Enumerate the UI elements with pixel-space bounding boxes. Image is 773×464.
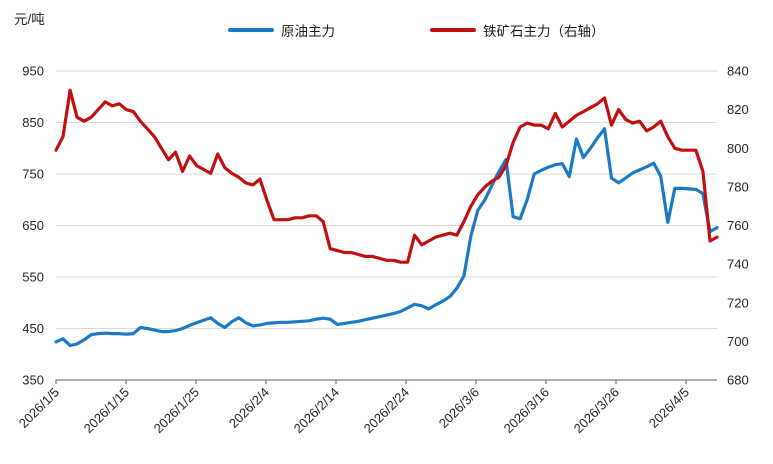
- legend-item-crude-oil: 原油主力: [228, 21, 335, 39]
- svg-text:2026/1/5: 2026/1/5: [16, 385, 62, 431]
- legend-label-crude-oil: 原油主力: [281, 24, 335, 39]
- svg-text:550: 550: [22, 270, 44, 285]
- svg-text:2026/3/26: 2026/3/26: [571, 385, 623, 437]
- legend-item-iron-ore: 铁矿石主力（右轴）: [430, 21, 605, 39]
- svg-text:2026/1/15: 2026/1/15: [81, 385, 133, 437]
- crude-oil-line-swatch: [228, 28, 274, 32]
- svg-text:780: 780: [727, 179, 749, 194]
- svg-text:740: 740: [727, 257, 749, 272]
- svg-text:850: 850: [22, 115, 44, 130]
- svg-text:450: 450: [22, 321, 44, 336]
- iron-ore-line-swatch: [430, 28, 476, 32]
- legend-label-iron-ore: 铁矿石主力（右轴）: [483, 24, 605, 39]
- svg-text:2026/1/25: 2026/1/25: [151, 385, 203, 437]
- svg-text:950: 950: [22, 64, 44, 79]
- svg-text:820: 820: [727, 102, 749, 117]
- svg-text:750: 750: [22, 167, 44, 182]
- svg-text:350: 350: [22, 373, 44, 388]
- y-axis-unit-label: 元/吨: [14, 12, 45, 27]
- svg-text:2026/4/5: 2026/4/5: [646, 385, 692, 431]
- svg-text:840: 840: [727, 64, 749, 79]
- svg-text:2026/2/24: 2026/2/24: [361, 385, 413, 437]
- svg-text:720: 720: [727, 295, 749, 310]
- chart-legend: 原油主力 铁矿石主力（右轴）: [0, 21, 773, 39]
- svg-text:700: 700: [727, 334, 749, 349]
- svg-text:680: 680: [727, 373, 749, 388]
- svg-text:800: 800: [727, 141, 749, 156]
- svg-text:2026/2/4: 2026/2/4: [226, 385, 272, 431]
- svg-text:2026/2/14: 2026/2/14: [291, 385, 343, 437]
- svg-text:2026/3/6: 2026/3/6: [436, 385, 482, 431]
- svg-text:2026/3/16: 2026/3/16: [501, 385, 553, 437]
- svg-text:650: 650: [22, 218, 44, 233]
- svg-text:760: 760: [727, 218, 749, 233]
